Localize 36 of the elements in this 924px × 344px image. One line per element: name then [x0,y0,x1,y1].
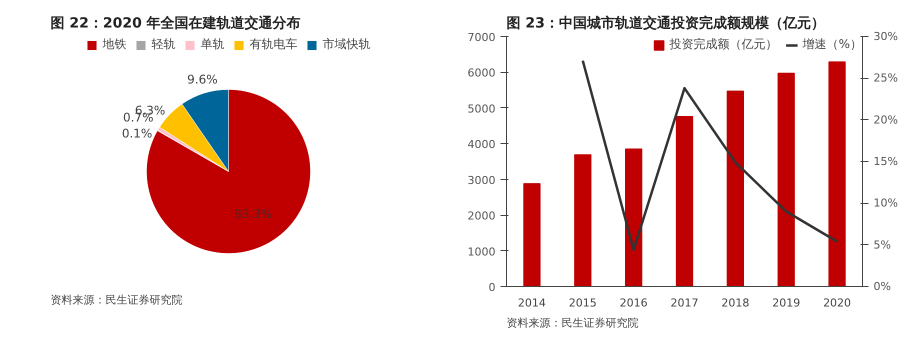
x-tick-label: 2016 [620,296,648,310]
y-tick-label: 0 [488,281,496,294]
y2-tick-label: 0% [874,280,891,293]
chart-title: 图 22：2020 年全国在建轨道交通分布 [50,14,301,32]
x-tick-label: 2014 [518,296,546,310]
y-tick-label: 4000 [468,138,496,152]
data-label: 83.3% [234,207,272,222]
legend-label: 市域快轨 [322,36,370,53]
y2-tick-label: 5% [874,238,891,252]
chart-title: 图 23：中国城市轨道交通投资完成额规模（亿元） [506,14,825,32]
y2-tick-label: 30% [874,30,898,43]
legend-label: 轻轨 [152,36,176,53]
y2-tick-label: 20% [874,113,898,126]
data-label: 0.1% [122,126,152,140]
y-tick-label: 2000 [468,210,496,223]
legend-label: 增速（%） [802,36,862,53]
x-tick-label: 2015 [568,296,597,310]
y2-tick-label: 25% [874,72,898,85]
legend-label: 单轨 [200,36,224,53]
x-tick-label: 2018 [721,296,750,310]
text: 资料来源：民生证券研究院 [50,294,182,306]
legend-label: 投资完成额（亿元） [670,36,778,53]
y2-tick-label: 15% [874,155,898,168]
legend-label: 有轨电车 [250,36,298,53]
x-tick-label: 2019 [772,296,800,310]
y-tick-label: 6000 [468,66,496,80]
y2-tick-label: 10% [874,196,898,210]
y-tick-label: 3000 [468,174,496,187]
y-tick-label: 5000 [468,102,496,116]
y-tick-label: 1000 [468,245,496,258]
x-tick-label: 2017 [670,296,699,310]
text: 资料来源：民生证券研究院 [506,316,638,330]
x-tick-label: 2020 [823,296,852,310]
legend-label: 地铁 [102,36,126,53]
data-label: 9.6% [187,72,218,86]
y-tick-label: 7000 [468,31,496,44]
